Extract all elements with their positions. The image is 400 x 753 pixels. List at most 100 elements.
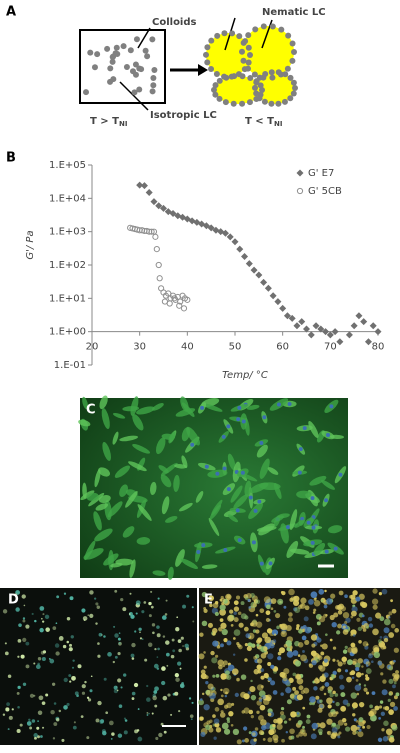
droplet [227,664,235,672]
droplet [111,732,115,736]
droplet [344,620,348,625]
droplet [263,672,269,679]
droplet [97,642,100,645]
droplet [103,635,106,638]
droplet [388,611,393,616]
cell [101,408,110,430]
point [374,328,382,336]
droplet [283,720,288,724]
colloid [131,89,138,96]
droplet [372,645,380,652]
droplet [163,730,167,734]
panel-label: C [86,403,96,418]
droplet [260,685,264,689]
point [369,322,377,330]
droplet [58,636,64,641]
cell [86,492,99,501]
droplet [212,640,219,647]
droplet [89,590,94,595]
droplet [383,627,390,634]
droplet [357,658,364,664]
droplet [350,642,356,648]
droplet [203,704,210,711]
nucleus [326,433,331,438]
droplet [243,707,250,714]
droplet [388,666,393,671]
droplet [112,660,116,664]
droplet [236,739,242,745]
nucleus [276,402,281,407]
cell [98,467,111,477]
droplet [351,702,358,709]
point [153,245,160,253]
droplet [318,589,325,595]
droplet [227,614,234,622]
droplet [285,687,292,694]
point [331,328,339,336]
cell [119,435,139,442]
droplet [2,713,6,716]
droplet [257,658,263,664]
droplet [273,633,277,636]
droplet [213,736,217,740]
droplet [156,625,160,629]
droplet [324,589,327,593]
droplet [89,689,93,693]
droplet [221,722,229,730]
colloid [268,69,275,76]
colloid [281,98,288,105]
nucleus [221,434,226,439]
colloid [240,57,247,64]
droplet [337,605,343,611]
cell [195,491,204,503]
droplet [311,660,317,666]
droplet [366,724,371,730]
droplet [382,735,389,742]
droplet [248,606,252,609]
droplet [33,733,38,738]
point [184,296,191,303]
point [364,338,372,346]
colloid [269,74,276,81]
droplet [355,596,361,602]
point [264,284,272,292]
cell [273,515,281,527]
point [165,290,172,297]
colloid [284,65,291,72]
droplet [267,712,272,717]
diagram [79,17,298,111]
droplet [379,616,385,622]
cell [208,517,220,537]
droplet [365,625,369,629]
droplet [244,738,249,743]
droplet [320,651,325,656]
point [345,331,353,339]
droplet [114,655,118,659]
droplet [250,715,254,719]
droplet [26,721,32,726]
colloid [287,74,294,81]
droplet [178,709,181,713]
point [150,198,158,206]
point [336,338,344,346]
droplet [63,592,67,595]
droplet [232,728,240,736]
droplet [180,636,184,640]
droplet [222,660,228,666]
droplet [177,639,182,643]
cell [327,525,343,534]
droplet [298,629,303,634]
droplet [42,620,45,623]
cell [132,414,144,431]
droplet [221,602,225,606]
droplet [358,717,364,723]
droplet [378,591,383,596]
droplet [249,686,256,693]
droplet [388,616,391,619]
point [236,245,244,253]
droplet [189,714,194,718]
droplet [272,690,278,695]
droplet [261,724,267,731]
droplet [310,634,318,641]
droplet [286,699,292,705]
